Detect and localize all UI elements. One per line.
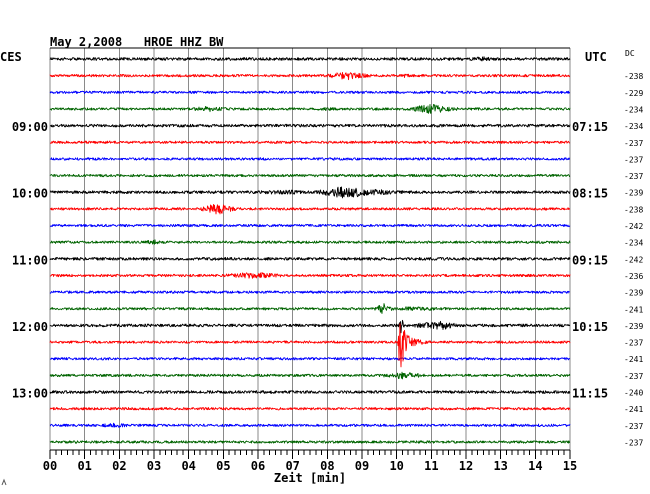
seismic-trace-row-13	[49, 272, 571, 279]
dc-value: -239	[624, 322, 643, 331]
x-axis: 00 01 02 03 04 05 06 07 08 09 10 11 12 13 14 15	[43, 450, 577, 473]
x-tick-label: 00	[43, 459, 57, 473]
seismic-trace-row-6	[49, 157, 571, 161]
x-tick-label: 07	[285, 459, 299, 473]
dc-value: -236	[624, 272, 643, 281]
chart-title: May 2,2008 HROE HHZ BW	[50, 35, 224, 49]
seismic-trace-row-3	[49, 104, 571, 114]
x-tick-label: 08	[320, 459, 334, 473]
x-tick-label: 13	[493, 459, 507, 473]
dc-value: -237	[624, 172, 643, 181]
seismic-trace-row-20	[49, 390, 571, 394]
seismic-trace-row-23	[49, 440, 571, 444]
dc-value: -238	[624, 205, 643, 214]
x-tick-label: 14	[528, 459, 542, 473]
corner-mark	[1, 478, 7, 486]
dc-value: -237	[624, 422, 643, 431]
dc-value: -242	[624, 222, 643, 231]
dc-value: -241	[624, 355, 643, 364]
seismic-trace-row-16	[49, 319, 571, 334]
x-tick-label: 05	[216, 459, 230, 473]
local-time-label: 09:00	[12, 120, 48, 134]
local-time-label: 10:00	[12, 187, 48, 201]
utc-time-label: 09:15	[572, 253, 608, 267]
utc-time-labels: 07:15 08:15 09:15 10:15 11:15	[572, 120, 608, 400]
x-tick-label: 10	[389, 459, 403, 473]
utc-time-label: 07:15	[572, 120, 608, 134]
seismic-trace-row-21	[49, 407, 571, 411]
seismic-trace-row-15	[49, 303, 571, 314]
seismic-trace-row-10	[49, 223, 571, 228]
x-tick-label: 02	[112, 459, 126, 473]
dc-value: -238	[624, 72, 643, 81]
seismic-trace-row-11	[49, 239, 571, 245]
dc-value: -239	[624, 189, 643, 198]
seismic-trace-row-22	[49, 422, 571, 428]
dc-value: -237	[624, 439, 643, 448]
seismic-trace-row-14	[49, 290, 571, 294]
x-tick-label: 06	[251, 459, 265, 473]
dc-value: -240	[624, 389, 643, 398]
dc-value: -242	[624, 255, 643, 264]
dc-header: DC	[625, 49, 635, 58]
x-axis-title: Zeit [min]	[274, 471, 346, 485]
seismic-trace-row-8	[50, 186, 571, 199]
seismic-trace-row-0	[49, 56, 571, 62]
x-tick-label: 15	[563, 459, 577, 473]
x-tick-label: 12	[459, 459, 473, 473]
seismic-trace-row-7	[49, 173, 571, 178]
x-tick-label: 01	[77, 459, 91, 473]
dc-value: -237	[624, 155, 643, 164]
x-tick-label: 03	[147, 459, 161, 473]
x-tick-label: 11	[424, 459, 438, 473]
local-time-header: CES	[0, 50, 22, 64]
seismic-trace-row-18	[49, 357, 571, 361]
seismic-trace-row-9	[49, 203, 571, 215]
local-time-label: 13:00	[12, 387, 48, 401]
dc-value: -237	[624, 139, 643, 148]
seismic-trace-row-17	[49, 323, 571, 368]
dc-value: -229	[624, 89, 643, 98]
seismic-traces	[49, 56, 571, 444]
dc-value: -241	[624, 305, 643, 314]
x-tick-label: 09	[355, 459, 369, 473]
dc-value: -234	[624, 106, 643, 115]
seismic-trace-row-12	[49, 256, 571, 261]
seismic-trace-row-5	[49, 140, 571, 144]
seismic-trace-row-4	[49, 123, 571, 128]
dc-value: -239	[624, 289, 643, 298]
x-tick-label: 04	[181, 459, 195, 473]
local-time-label: 11:00	[12, 253, 48, 267]
utc-time-label: 11:15	[572, 387, 608, 401]
seismic-trace-row-2	[49, 90, 571, 94]
dc-value: -234	[624, 122, 643, 131]
dc-value: -237	[624, 339, 643, 348]
utc-time-header: UTC	[585, 50, 607, 64]
dc-value: -241	[624, 405, 643, 414]
utc-time-label: 10:15	[572, 320, 608, 334]
local-time-labels: 09:00 10:00 11:00 12:00 13:00	[12, 120, 48, 400]
dc-value: -237	[624, 372, 643, 381]
seismic-trace-row-1	[49, 71, 571, 81]
local-time-label: 12:00	[12, 320, 48, 334]
dc-value: -234	[624, 239, 643, 248]
seismic-trace-row-19	[49, 371, 571, 380]
utc-time-label: 08:15	[572, 187, 608, 201]
dc-offset-labels: -238 -229 -234 -234 -237 -237 -237 -239 -238 -242…	[624, 72, 643, 447]
